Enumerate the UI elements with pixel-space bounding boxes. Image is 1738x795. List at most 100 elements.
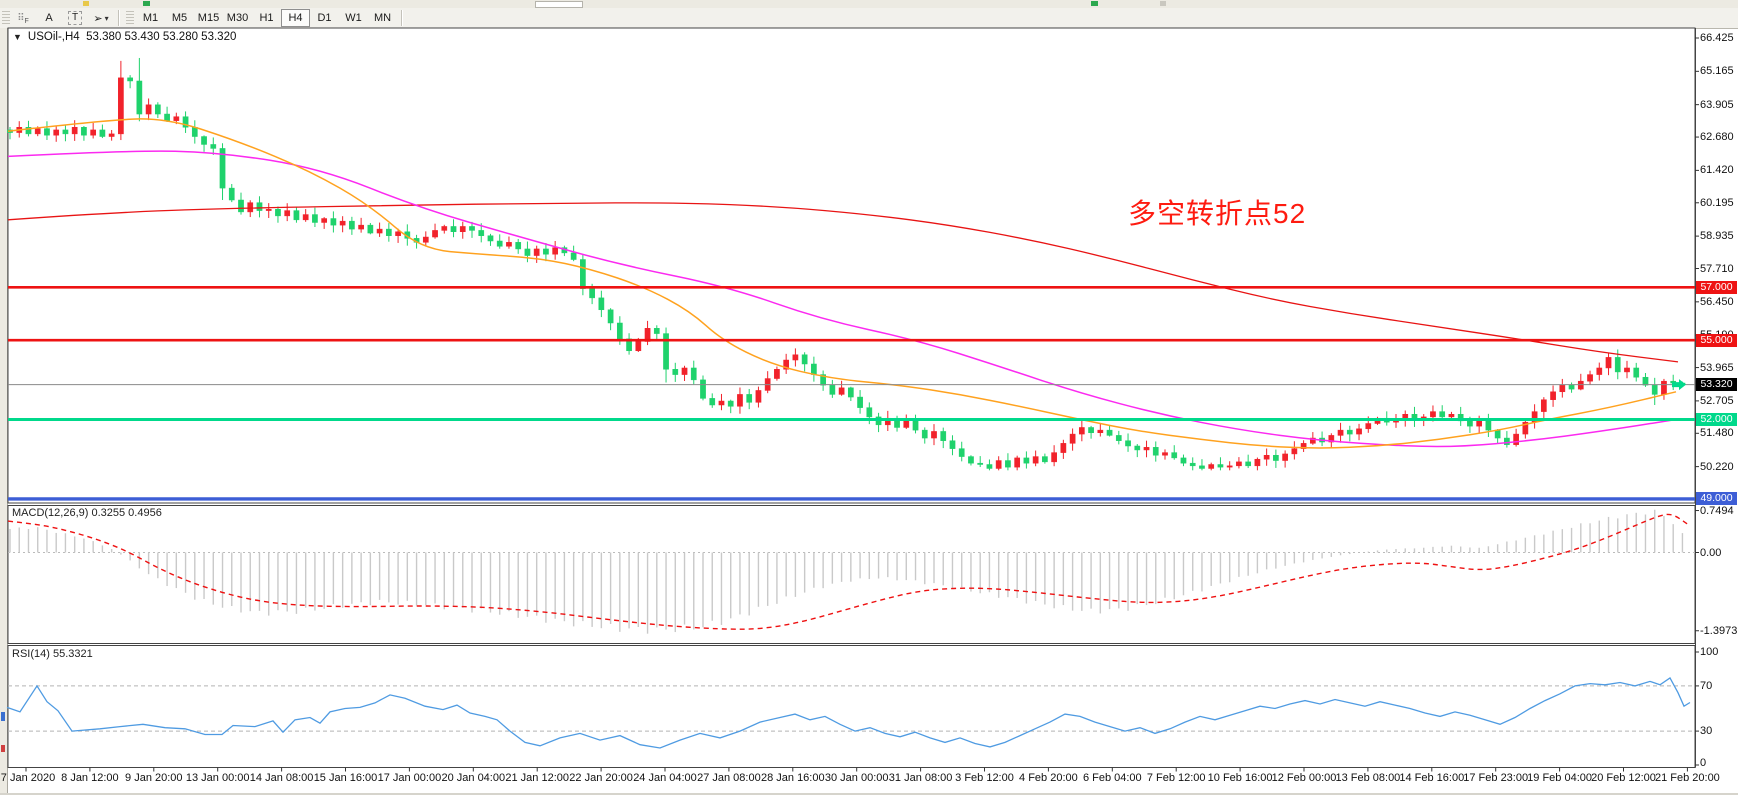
price-pane[interactable] (7, 27, 1696, 504)
candle-body (1577, 380, 1584, 390)
candle-body (1152, 447, 1159, 456)
date-label[interactable]: 28 Jan 16:00 (760, 772, 825, 784)
candle-body (256, 202, 263, 211)
date-label[interactable]: 14 Jan 08:00 (249, 772, 314, 784)
candle-body (1060, 443, 1067, 453)
date-label[interactable]: 27 Jan 08:00 (697, 772, 761, 784)
rsi-pane[interactable] (7, 645, 1696, 768)
arrows-shapes-tool[interactable]: ➢ ▾ (93, 12, 109, 25)
date-label[interactable]: 7 Jan 2020 (0, 772, 56, 784)
left-edge-fragment (1, 712, 5, 721)
date-label[interactable]: 24 Jan 04:00 (633, 772, 697, 784)
candle-body (191, 127, 198, 137)
text-label-tool[interactable]: A (45, 12, 53, 24)
timeframe-button-M1[interactable]: M1 (142, 12, 159, 24)
candle-body (90, 129, 97, 136)
date-label[interactable]: 10 Feb 16:00 (1207, 772, 1273, 784)
candle-body (228, 187, 235, 201)
candle-body (1513, 433, 1519, 445)
macd-values: 0.3255 0.4956 (91, 507, 162, 519)
upper-toolbar-box-fragment (535, 1, 583, 8)
date-label[interactable]: 30 Jan 00:00 (824, 772, 889, 784)
timeframe-button-D1[interactable]: D1 (317, 12, 332, 24)
timeframe-button-MN[interactable]: MN (373, 12, 392, 24)
candle-body (1356, 428, 1362, 435)
anchor-grid-tool[interactable]: ⠿ F (17, 12, 29, 25)
candle-body (543, 248, 549, 255)
date-label[interactable]: 17 Feb 23:00 (1463, 772, 1529, 784)
candle-body (1494, 429, 1501, 439)
candle-body (783, 359, 790, 370)
date-label[interactable]: 9 Jan 20:00 (125, 772, 183, 784)
text-box-tool[interactable]: T (64, 10, 86, 27)
candle-body (44, 128, 50, 136)
toolbar-grip[interactable] (2, 11, 10, 25)
toolbar-grip[interactable] (126, 11, 134, 25)
timeframe-button-M5[interactable]: M5 (171, 12, 188, 24)
date-label[interactable]: 31 Jan 08:00 (888, 772, 953, 784)
date-label[interactable]: 15 Jan 16:00 (313, 772, 378, 784)
date-label[interactable]: 20 Feb 12:00 (1591, 772, 1656, 784)
candle-body (524, 248, 531, 256)
chart-text-annotation[interactable]: 多空转折点52 (1128, 198, 1307, 229)
candle-body (53, 129, 60, 136)
candle-body (1005, 460, 1011, 468)
candle-body (690, 367, 697, 381)
candle-body (312, 214, 318, 223)
candle-body (1540, 399, 1547, 412)
rsi-tick-label: 100 (1700, 646, 1719, 658)
date-label[interactable]: 19 Feb 04:00 (1527, 772, 1593, 784)
price-tick-label: 51.480 (1700, 427, 1734, 440)
date-label[interactable]: 22 Jan 20:00 (569, 772, 633, 784)
candle-body (653, 328, 660, 334)
candle-body (940, 431, 947, 441)
date-label[interactable]: 21 Jan 12:00 (505, 772, 569, 784)
candle-body (1226, 465, 1233, 468)
date-label[interactable]: 14 Feb 16:00 (1399, 772, 1465, 784)
date-label[interactable]: 6 Feb 04:00 (1082, 772, 1142, 784)
date-label[interactable]: 7 Feb 12:00 (1146, 772, 1206, 784)
candle-body (1078, 427, 1085, 435)
timeframe-button-M15[interactable]: M15 (197, 12, 220, 24)
candle-body (1633, 367, 1640, 378)
candle-body (968, 456, 974, 464)
candle-body (25, 127, 32, 135)
date-label[interactable]: 20 Jan 04:00 (441, 772, 506, 784)
date-label[interactable]: 8 Jan 12:00 (61, 772, 119, 784)
date-label[interactable]: 12 Feb 00:00 (1271, 772, 1337, 784)
date-label[interactable]: 4 Feb 20:00 (1019, 772, 1078, 784)
date-label[interactable]: 17 Jan 00:00 (377, 772, 442, 784)
date-label[interactable]: 13 Feb 08:00 (1335, 772, 1401, 784)
candle-body (1448, 414, 1455, 418)
candle-body (663, 333, 669, 370)
candle-body (515, 242, 522, 250)
timeframe-button-W1[interactable]: W1 (345, 12, 362, 24)
date-label[interactable]: 21 Feb 20:00 (1654, 772, 1720, 784)
price-badge-57.000: 57.000 (1696, 280, 1737, 294)
timeframe-button-M30[interactable]: M30 (226, 12, 249, 24)
price-tick-label: 56.450 (1700, 295, 1734, 308)
price-arrow-marker[interactable] (1672, 379, 1686, 391)
date-label[interactable]: 3 Feb 12:00 (955, 772, 1014, 784)
timeframe-button-H4[interactable]: H4 (281, 9, 310, 27)
candle-body (755, 390, 762, 403)
candle-body (1614, 357, 1621, 373)
candle-body (293, 210, 300, 221)
timeframe-button-H1[interactable]: H1 (259, 12, 274, 24)
chevron-down-icon[interactable]: ▼ (13, 32, 22, 42)
candle-body (1189, 462, 1196, 467)
price-tick-label: 52.705 (1700, 394, 1734, 407)
candle-body (1088, 427, 1094, 434)
candle-body (432, 230, 438, 238)
candle-body (1273, 454, 1279, 461)
candle-body (737, 394, 743, 407)
macd-tick-label: -1.3973 (1700, 624, 1738, 637)
candle-body (1115, 435, 1122, 441)
candle-body (108, 133, 115, 137)
symbol-period-label: USOil-,H4 (27, 31, 80, 43)
date-label[interactable]: 13 Jan 00:00 (185, 772, 250, 784)
price-tick-label: 50.220 (1700, 460, 1734, 473)
candle-body (395, 231, 401, 236)
candle-body (774, 369, 780, 379)
